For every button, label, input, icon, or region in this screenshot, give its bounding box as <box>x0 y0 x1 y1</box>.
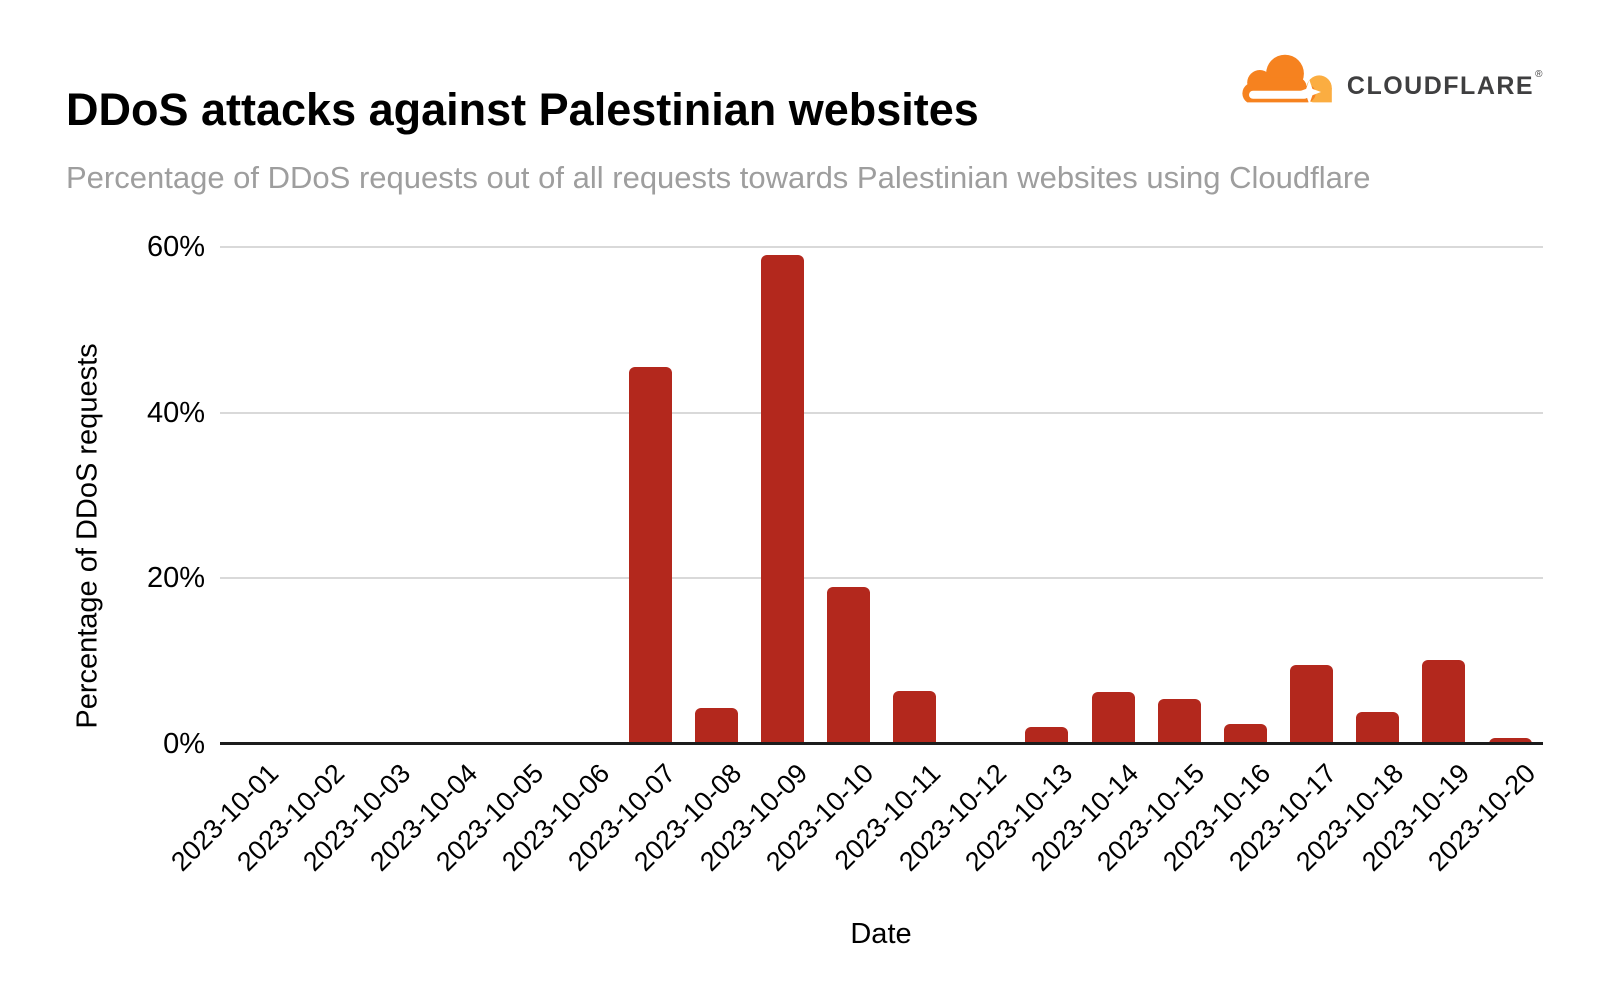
bar-slot-2023-10-12 <box>948 247 1014 744</box>
y-tick-label-60: 60% <box>146 231 205 263</box>
bar-2023-10-14 <box>1091 691 1135 744</box>
bar-slot-2023-10-04 <box>418 247 484 744</box>
cloudflare-logo: CLOUDFLARE ® <box>1231 50 1544 108</box>
y-tick-label-0: 0% <box>163 728 205 760</box>
bar-slot-2023-10-16 <box>1212 247 1278 744</box>
bar-2023-10-10 <box>826 586 870 744</box>
bar-2023-10-08 <box>694 708 738 744</box>
bar-slot-2023-10-05 <box>485 247 551 744</box>
bar-slot-2023-10-10 <box>815 247 881 744</box>
bar-slot-2023-10-13 <box>1014 247 1080 744</box>
bar-slot-2023-10-09 <box>749 247 815 744</box>
chart-title: DDoS attacks against Palestinian website… <box>66 84 979 135</box>
bar-2023-10-17 <box>1290 665 1334 744</box>
y-tick-label-20: 20% <box>146 562 205 595</box>
bar-slot-2023-10-11 <box>882 247 948 744</box>
bar-2023-10-15 <box>1157 699 1201 744</box>
bar-2023-10-07 <box>628 367 672 744</box>
bar-slot-2023-10-08 <box>683 247 749 744</box>
bar-slot-2023-10-19 <box>1411 247 1477 744</box>
bar-slot-2023-10-02 <box>286 247 352 744</box>
gridline-40 <box>220 411 1543 414</box>
gridline-60 <box>220 246 1543 248</box>
cloudflare-cloud-icon <box>1242 54 1332 105</box>
chart-subtitle: Percentage of DDoS requests out of all r… <box>66 160 1371 195</box>
bar-slot-2023-10-06 <box>551 247 617 744</box>
y-tick-label-40: 40% <box>146 396 205 429</box>
bar-slot-2023-10-01 <box>220 247 286 744</box>
x-axis-title: Date <box>850 918 912 950</box>
bar-slot-2023-10-18 <box>1345 247 1411 744</box>
bar-2023-10-09 <box>760 255 804 744</box>
bar-slot-2023-10-15 <box>1146 247 1212 744</box>
bar-slot-2023-10-14 <box>1080 247 1146 744</box>
gridline-20 <box>220 577 1543 580</box>
bar-2023-10-18 <box>1356 711 1400 744</box>
bar-2023-10-16 <box>1223 724 1267 744</box>
bar-2023-10-11 <box>893 691 937 744</box>
bar-slot-2023-10-20 <box>1477 247 1543 744</box>
bar-2023-10-13 <box>1025 726 1069 744</box>
cloudflare-wordmark: CLOUDFLARE ® <box>1347 60 1544 99</box>
registered-trademark-symbol: ® <box>1535 68 1544 80</box>
bar-series <box>220 247 1543 744</box>
bar-slot-2023-10-17 <box>1279 247 1345 744</box>
bar-2023-10-20 <box>1488 738 1532 744</box>
x-axis-line <box>220 742 1543 745</box>
cloudflare-wordmark-text: CLOUDFLARE <box>1346 71 1535 100</box>
bar-slot-2023-10-03 <box>352 247 418 744</box>
plot-area <box>220 246 1543 745</box>
bar-slot-2023-10-07 <box>617 247 683 744</box>
bar-2023-10-19 <box>1422 660 1466 744</box>
